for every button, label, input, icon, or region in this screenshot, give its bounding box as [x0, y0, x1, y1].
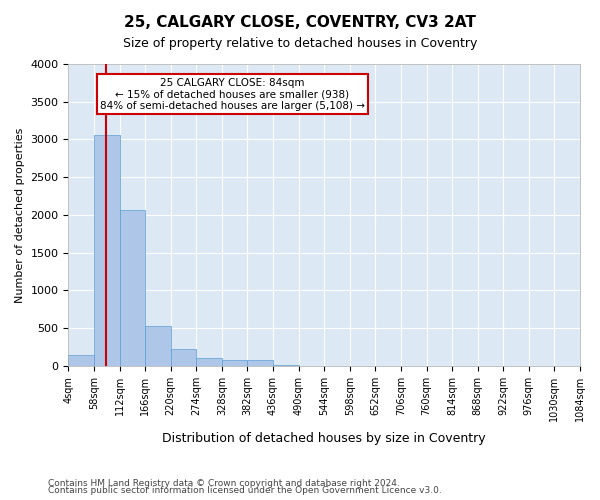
- Bar: [94, 135, 119, 366]
- Text: Contains HM Land Registry data © Crown copyright and database right 2024.: Contains HM Land Registry data © Crown c…: [48, 478, 400, 488]
- Text: 25 CALGARY CLOSE: 84sqm
← 15% of detached houses are smaller (938)
84% of semi-d: 25 CALGARY CLOSE: 84sqm ← 15% of detache…: [100, 78, 365, 111]
- Bar: [68, 354, 94, 366]
- Text: Contains public sector information licensed under the Open Government Licence v3: Contains public sector information licen…: [48, 486, 442, 495]
- Bar: [247, 360, 273, 366]
- Bar: [119, 210, 145, 366]
- Y-axis label: Number of detached properties: Number of detached properties: [15, 128, 25, 302]
- Text: 25, CALGARY CLOSE, COVENTRY, CV3 2AT: 25, CALGARY CLOSE, COVENTRY, CV3 2AT: [124, 15, 476, 30]
- Bar: [196, 358, 222, 366]
- Text: Size of property relative to detached houses in Coventry: Size of property relative to detached ho…: [123, 38, 477, 51]
- Bar: [145, 326, 171, 366]
- Bar: [222, 360, 247, 366]
- Bar: [171, 348, 196, 366]
- X-axis label: Distribution of detached houses by size in Coventry: Distribution of detached houses by size …: [163, 432, 486, 445]
- Bar: [273, 365, 299, 366]
